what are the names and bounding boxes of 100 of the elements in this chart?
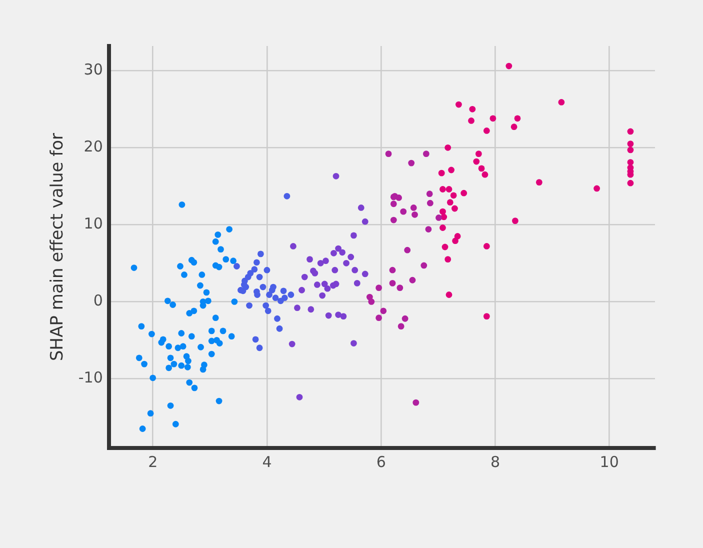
point	[242, 284, 250, 290]
point	[376, 314, 382, 322]
point	[274, 315, 280, 322]
point	[627, 128, 634, 135]
point	[280, 288, 287, 294]
point	[482, 171, 488, 178]
point	[390, 216, 397, 224]
x-tick-label: 2	[148, 452, 158, 471]
point	[324, 285, 331, 292]
point	[253, 259, 260, 266]
point	[440, 186, 446, 192]
point	[264, 266, 270, 274]
point	[350, 340, 357, 346]
point	[460, 190, 468, 196]
point	[398, 323, 404, 330]
point	[288, 340, 296, 348]
point	[362, 270, 368, 278]
point	[444, 256, 452, 263]
point	[446, 292, 452, 298]
point	[246, 302, 252, 309]
point	[256, 274, 263, 280]
point	[436, 214, 442, 221]
point	[444, 144, 452, 151]
point	[288, 292, 294, 298]
point	[514, 115, 521, 122]
point	[469, 106, 476, 112]
x-tick-label: 10	[600, 452, 619, 471]
point	[330, 250, 337, 256]
point	[558, 99, 565, 106]
point	[412, 399, 420, 406]
point	[425, 226, 432, 232]
point	[627, 180, 634, 186]
point	[404, 246, 411, 254]
point	[332, 266, 338, 274]
point	[298, 286, 305, 294]
point	[440, 208, 446, 215]
point	[266, 292, 272, 298]
point	[257, 250, 264, 258]
point	[412, 211, 418, 218]
x-tick-label: 6	[376, 452, 386, 471]
point	[368, 298, 375, 305]
point	[473, 158, 480, 165]
y-tick-label: -10	[78, 368, 103, 387]
x-tick-label: 4	[262, 452, 272, 471]
point	[385, 150, 392, 158]
x-tick-label: 8	[490, 452, 500, 471]
point	[272, 294, 279, 302]
point	[420, 262, 428, 269]
point	[251, 266, 258, 273]
point	[396, 194, 402, 201]
point	[408, 160, 415, 166]
point	[512, 218, 518, 224]
point	[456, 101, 462, 108]
point	[321, 280, 328, 288]
point	[380, 308, 387, 314]
point	[343, 260, 350, 266]
point	[270, 284, 276, 290]
point	[400, 208, 407, 215]
point	[290, 243, 296, 250]
point	[234, 263, 240, 270]
point	[340, 313, 347, 320]
point	[478, 165, 485, 172]
point	[247, 270, 254, 276]
point	[262, 302, 270, 309]
point	[332, 172, 340, 180]
point	[252, 336, 259, 343]
point	[335, 312, 342, 318]
y-tick-label: 0	[93, 292, 103, 310]
point	[264, 308, 272, 314]
point	[402, 315, 408, 322]
point	[284, 192, 290, 200]
point	[438, 170, 445, 176]
point	[627, 146, 634, 154]
point	[627, 159, 634, 166]
point	[296, 394, 303, 400]
point	[314, 282, 320, 288]
point	[354, 280, 360, 286]
y-axis-title: SHAP main effect value for	[48, 132, 68, 361]
point	[440, 224, 446, 231]
point	[276, 325, 283, 332]
point	[389, 266, 396, 274]
point	[376, 284, 382, 292]
point	[483, 128, 490, 134]
point	[536, 179, 542, 186]
point	[339, 249, 346, 256]
point	[452, 205, 458, 212]
point	[409, 276, 416, 284]
point	[450, 192, 457, 199]
point	[306, 256, 313, 263]
point	[468, 118, 474, 124]
point	[490, 115, 496, 122]
point	[446, 186, 452, 192]
point	[348, 254, 354, 260]
point	[483, 313, 490, 320]
point	[317, 260, 324, 266]
point	[350, 232, 357, 239]
y-tick-label: 10	[84, 214, 103, 233]
point	[454, 233, 461, 240]
point	[256, 344, 263, 352]
point	[352, 266, 358, 274]
